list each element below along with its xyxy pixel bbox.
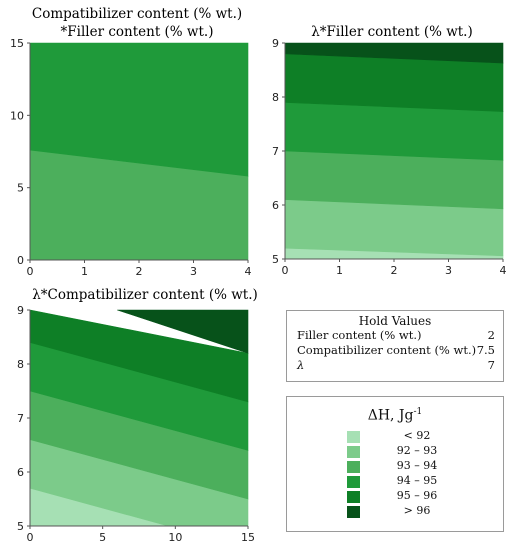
plot1-title-line2: *Filler content (% wt.) [61, 24, 214, 40]
x-tick-label: 4 [245, 265, 252, 278]
y-tick-label: 0 [17, 254, 24, 267]
y-tick-label: 5 [17, 182, 24, 195]
x-tick-label: 0 [27, 531, 34, 544]
legend-title: ΔH, Jg-1 [287, 407, 503, 424]
hold-value-lambda: 7 [487, 358, 495, 372]
x-tick-label: 10 [168, 531, 182, 544]
x-tick-label: 0 [282, 264, 289, 277]
legend-swatch [347, 461, 360, 473]
legend-label: < 92 [403, 429, 431, 442]
hold-label-filler: Filler content (% wt.) [297, 328, 422, 342]
hold-value-compatibilizer: 7.5 [476, 343, 495, 357]
legend-label: 93 – 94 [396, 459, 438, 472]
contour-region [284, 53, 504, 112]
legend-swatch [347, 446, 360, 458]
legend-label: 94 – 95 [396, 474, 438, 487]
x-tick-label: 2 [136, 265, 143, 278]
plot3-regions [29, 309, 249, 527]
legend-label: > 96 [403, 504, 431, 517]
legend-item: > 96 [347, 504, 477, 518]
plot2-regions [284, 42, 504, 260]
plot2-axes: 0 1 2 3 4 5 6 7 8 9 [272, 37, 507, 277]
hold-values-title: Hold Values [358, 314, 432, 328]
y-tick-label: 9 [272, 37, 279, 50]
x-tick-label: 2 [391, 264, 398, 277]
x-tick-label: 3 [190, 265, 197, 278]
hold-label-compatibilizer: Compatibilizer content (% wt.) [297, 343, 477, 357]
hold-row-lambda: λ 7 [287, 358, 503, 373]
x-tick-label: 5 [99, 531, 106, 544]
y-tick-label: 8 [17, 358, 24, 371]
plot3-title: λ*Compatibilizer content (% wt.) [32, 287, 258, 303]
legend-swatch [347, 431, 360, 443]
legend-swatch [347, 506, 360, 518]
legend-item: 92 – 93 [347, 444, 477, 458]
x-tick-label: 3 [445, 264, 452, 277]
x-tick-label: 1 [81, 265, 88, 278]
hold-row-filler: Filler content (% wt.) 2 [287, 328, 503, 343]
hold-label-lambda: λ [297, 358, 305, 372]
plot1-axes: 0 1 2 3 4 0 5 10 15 [10, 37, 252, 278]
legend-item: < 92 [347, 429, 477, 443]
plot-lambda-compatibilizer: λ*Compatibilizer content (% wt.) 0 5 10 155… [17, 287, 258, 544]
contour-region [284, 150, 504, 210]
x-tick-label: 4 [500, 264, 507, 277]
contour-region [117, 309, 249, 354]
hold-row-compatibilizer: Compatibilizer content (% wt.) 7.5 [287, 343, 503, 358]
hold-values-box: Hold Values Filler content (% wt.) 2 Com… [286, 310, 504, 382]
y-tick-label: 5 [272, 253, 279, 266]
x-tick-label: 15 [241, 531, 255, 544]
y-tick-label: 10 [10, 109, 24, 122]
y-tick-label: 8 [272, 91, 279, 104]
legend-swatch [347, 491, 360, 503]
legend-item: 95 – 96 [347, 489, 477, 503]
plot2-title: λ*Filler content (% wt.) [311, 24, 473, 40]
y-tick-label: 6 [272, 199, 279, 212]
plot-lambda-filler: λ*Filler content (% wt.) 0 1 2 3 4 5 6 7 8 9 [272, 24, 507, 277]
y-tick-label: 6 [17, 466, 24, 479]
x-tick-label: 0 [27, 265, 34, 278]
x-tick-label: 1 [336, 264, 343, 277]
legend-title-superscript: -1 [413, 407, 423, 417]
y-tick-label: 5 [17, 520, 24, 533]
y-tick-label: 7 [17, 412, 24, 425]
legend-title-text: ΔH, Jg [367, 407, 414, 424]
plot1-title-line1: Compatibilizer content (% wt.) [32, 6, 242, 22]
contour-region [284, 102, 504, 161]
plot1-regions [29, 42, 249, 261]
legend-swatch [347, 476, 360, 488]
legend-box: ΔH, Jg-1 < 92 92 – 93 93 – 94 94 – 95 95 – 9… [286, 396, 504, 532]
legend-label: 92 – 93 [396, 444, 438, 457]
legend-label: 95 – 96 [396, 489, 438, 502]
hold-value-filler: 2 [487, 328, 495, 342]
y-tick-label: 9 [17, 304, 24, 317]
y-tick-label: 15 [10, 37, 24, 50]
legend-item: 93 – 94 [347, 459, 477, 473]
plot-compatibilizer-filler: Compatibilizer content (% wt.) *Filler c… [10, 6, 252, 278]
contour-region [284, 199, 504, 257]
y-tick-label: 7 [272, 145, 279, 158]
legend-item: 94 – 95 [347, 474, 477, 488]
